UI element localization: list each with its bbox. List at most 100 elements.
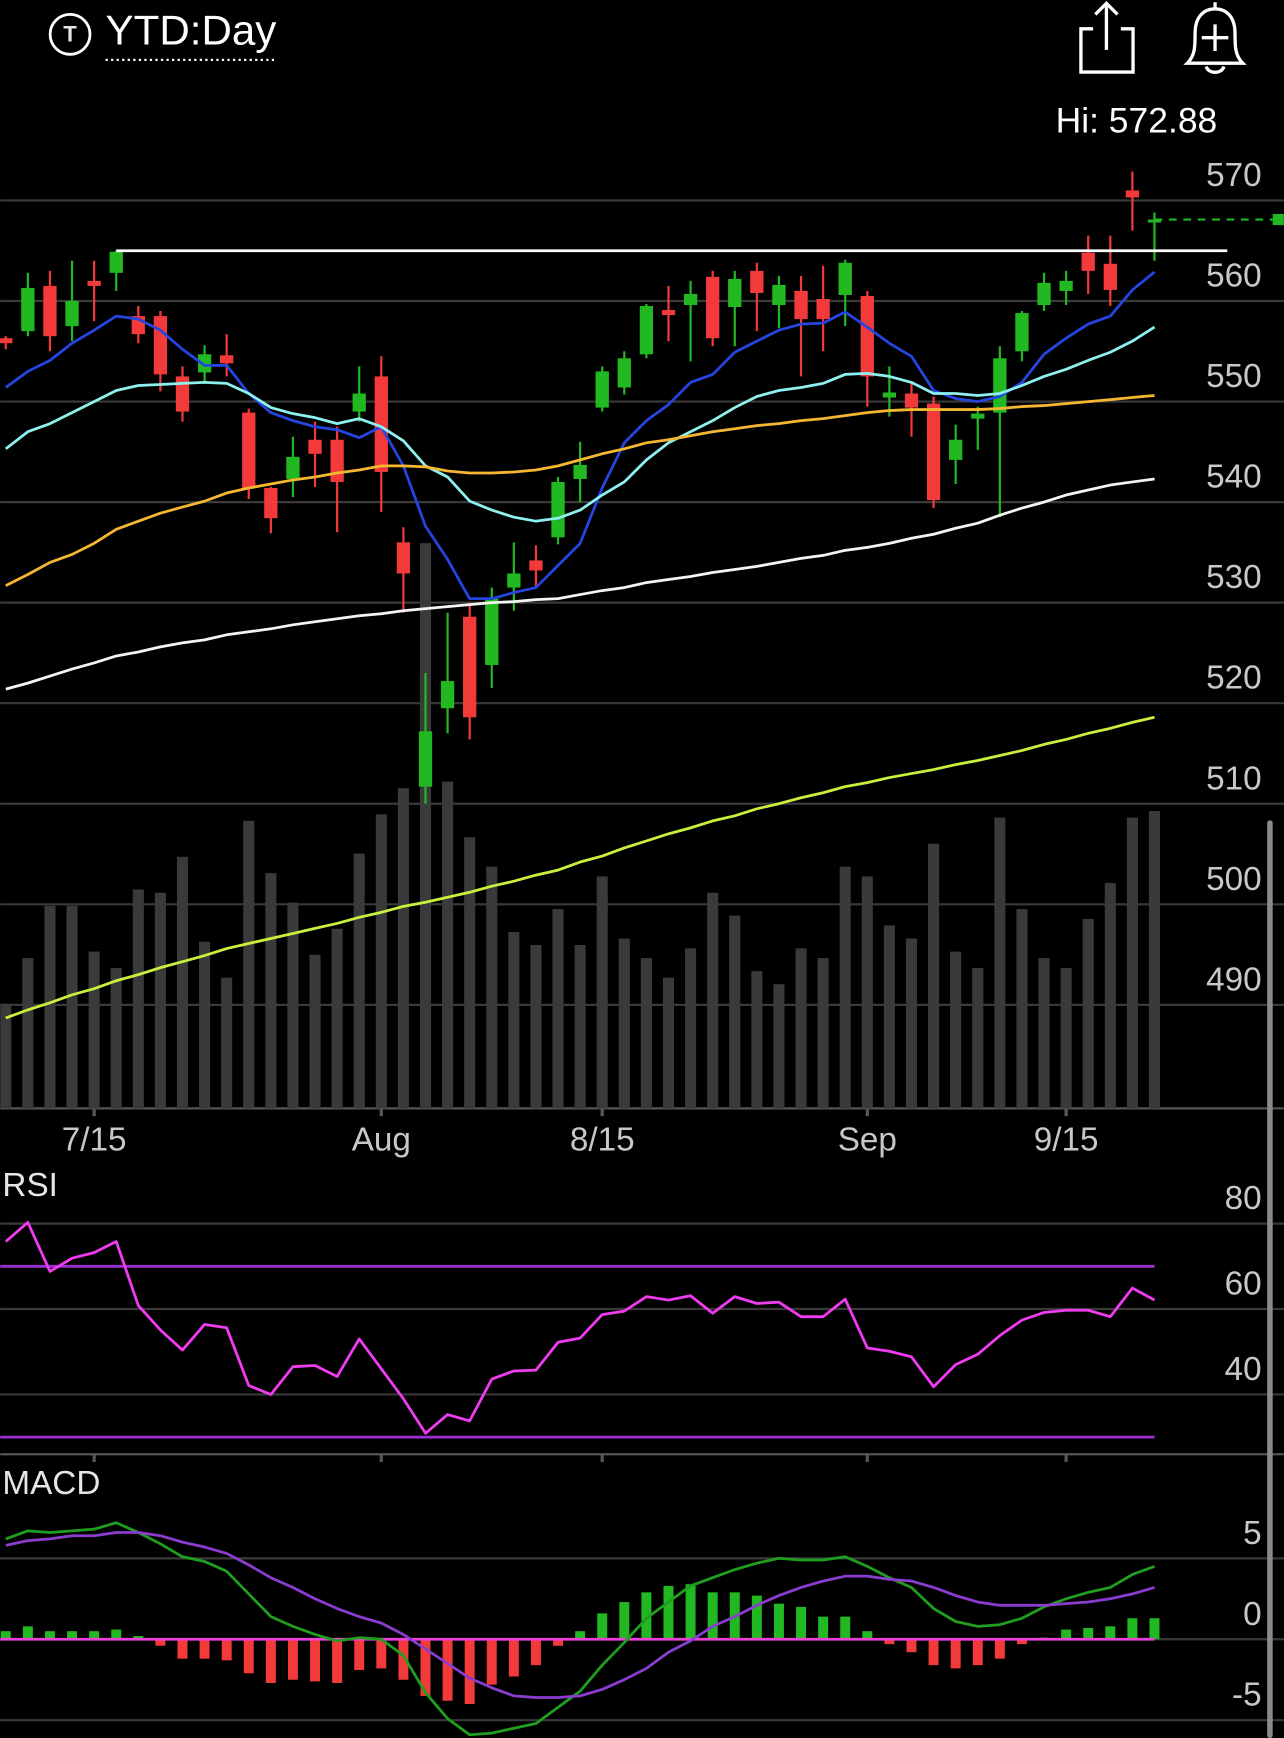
candle-body <box>1081 252 1095 271</box>
volume-bar <box>221 977 233 1109</box>
volume-bar <box>530 945 542 1109</box>
histogram-bar <box>354 1639 365 1671</box>
volume-bar <box>1126 817 1138 1109</box>
volume-bar <box>795 948 807 1109</box>
histogram-bar <box>619 1602 630 1640</box>
histogram-bar <box>1149 1618 1160 1640</box>
alert-button[interactable] <box>1183 2 1247 74</box>
y-tick-label: 60 <box>1225 1266 1262 1303</box>
volume-bar <box>375 814 387 1109</box>
lines-layer <box>0 214 1284 1737</box>
candle-body <box>308 439 322 454</box>
candle-body <box>418 731 433 787</box>
panel-title: RSI <box>2 1167 57 1204</box>
histogram-bar <box>420 1639 431 1696</box>
volume-bar <box>773 984 785 1109</box>
histogram-bar <box>641 1592 652 1640</box>
volume-bar <box>353 853 365 1109</box>
histogram-bar <box>155 1639 166 1646</box>
volume-bar <box>243 820 255 1109</box>
volume-bar <box>817 958 829 1109</box>
volume-bar <box>0 1003 12 1109</box>
candle-body <box>175 376 190 412</box>
candle-body <box>485 598 499 665</box>
scrollbar[interactable] <box>1267 820 1273 1738</box>
histogram-bar <box>597 1613 608 1640</box>
histogram-bar <box>1127 1618 1138 1640</box>
histogram-bar <box>972 1639 983 1666</box>
y-tick-label: 540 <box>1206 459 1261 496</box>
candle-body <box>794 290 808 320</box>
candle-body <box>949 439 963 460</box>
histogram-bar <box>89 1631 100 1640</box>
volume-bar <box>22 958 34 1109</box>
candle-body <box>0 338 13 344</box>
bell-clapper <box>1204 65 1226 74</box>
volume-bar <box>839 866 851 1109</box>
histogram-bar <box>0 1631 11 1640</box>
volume-bar <box>928 843 940 1109</box>
marks-layer <box>0 171 1162 1705</box>
volume-bar <box>397 788 409 1109</box>
candle-body <box>440 681 455 709</box>
volume-bar <box>1016 909 1028 1109</box>
candle-body <box>860 295 874 377</box>
volume-bar <box>287 902 299 1109</box>
high-label: Hi: 572.88 <box>1056 100 1218 140</box>
histogram-bar <box>663 1585 674 1640</box>
y-tick-label: 40 <box>1225 1351 1262 1388</box>
histogram-bar <box>332 1639 343 1683</box>
volume-bar <box>751 971 763 1109</box>
histogram-bar <box>133 1636 144 1640</box>
histogram-bar <box>796 1606 807 1640</box>
y-tick-label: 0 <box>1243 1596 1262 1633</box>
candle-body <box>396 542 411 574</box>
last-price-marker <box>1272 214 1284 226</box>
x-tick-label: Aug <box>352 1121 411 1158</box>
histogram-bar <box>177 1639 188 1659</box>
candle-body <box>595 371 609 408</box>
share-button[interactable] <box>1079 0 1135 74</box>
timeframe-label: YTD:Day <box>106 6 277 53</box>
candle-body <box>573 464 587 479</box>
histogram-bar <box>221 1639 232 1661</box>
panel-title: MACD <box>2 1465 100 1502</box>
volume-bar <box>729 915 741 1109</box>
indicator-line <box>5 477 1155 691</box>
histogram-bar <box>906 1639 917 1653</box>
candle-body <box>374 376 388 472</box>
histogram-bar <box>442 1639 453 1701</box>
candle-body <box>816 298 830 320</box>
histogram-bar <box>1016 1639 1027 1645</box>
histogram-bar <box>553 1639 564 1646</box>
volume-bar <box>1082 918 1094 1109</box>
histogram-bar <box>994 1639 1005 1659</box>
histogram-bar <box>1061 1629 1072 1640</box>
volume-layer <box>0 543 1161 1109</box>
share-arrow <box>1094 0 1119 50</box>
volume-bar <box>88 951 100 1109</box>
candle-body <box>220 355 234 364</box>
volume-bar <box>508 931 520 1109</box>
volume-bar <box>574 945 586 1109</box>
volume-bar <box>265 873 277 1109</box>
timeframe-button[interactable]: T YTD:Day <box>48 6 277 61</box>
candle-body <box>639 306 654 355</box>
histogram-bar <box>310 1639 321 1682</box>
indicator-line <box>4 1220 1156 1435</box>
y-tick-label: 80 <box>1225 1180 1262 1217</box>
histogram-bar <box>376 1639 387 1669</box>
volume-bar <box>883 925 895 1109</box>
indicator-line <box>4 325 1156 523</box>
candle-body <box>838 262 852 295</box>
candle-body <box>993 358 1007 413</box>
timeframe-icon-letter: T <box>63 21 77 46</box>
volume-bar <box>1060 967 1072 1109</box>
indicator-line <box>4 270 1156 601</box>
volume-bar <box>685 948 697 1109</box>
histogram-bar <box>884 1639 895 1645</box>
candle-body <box>904 393 919 408</box>
bell-plus <box>1201 2 1229 51</box>
histogram-bar <box>862 1631 873 1640</box>
